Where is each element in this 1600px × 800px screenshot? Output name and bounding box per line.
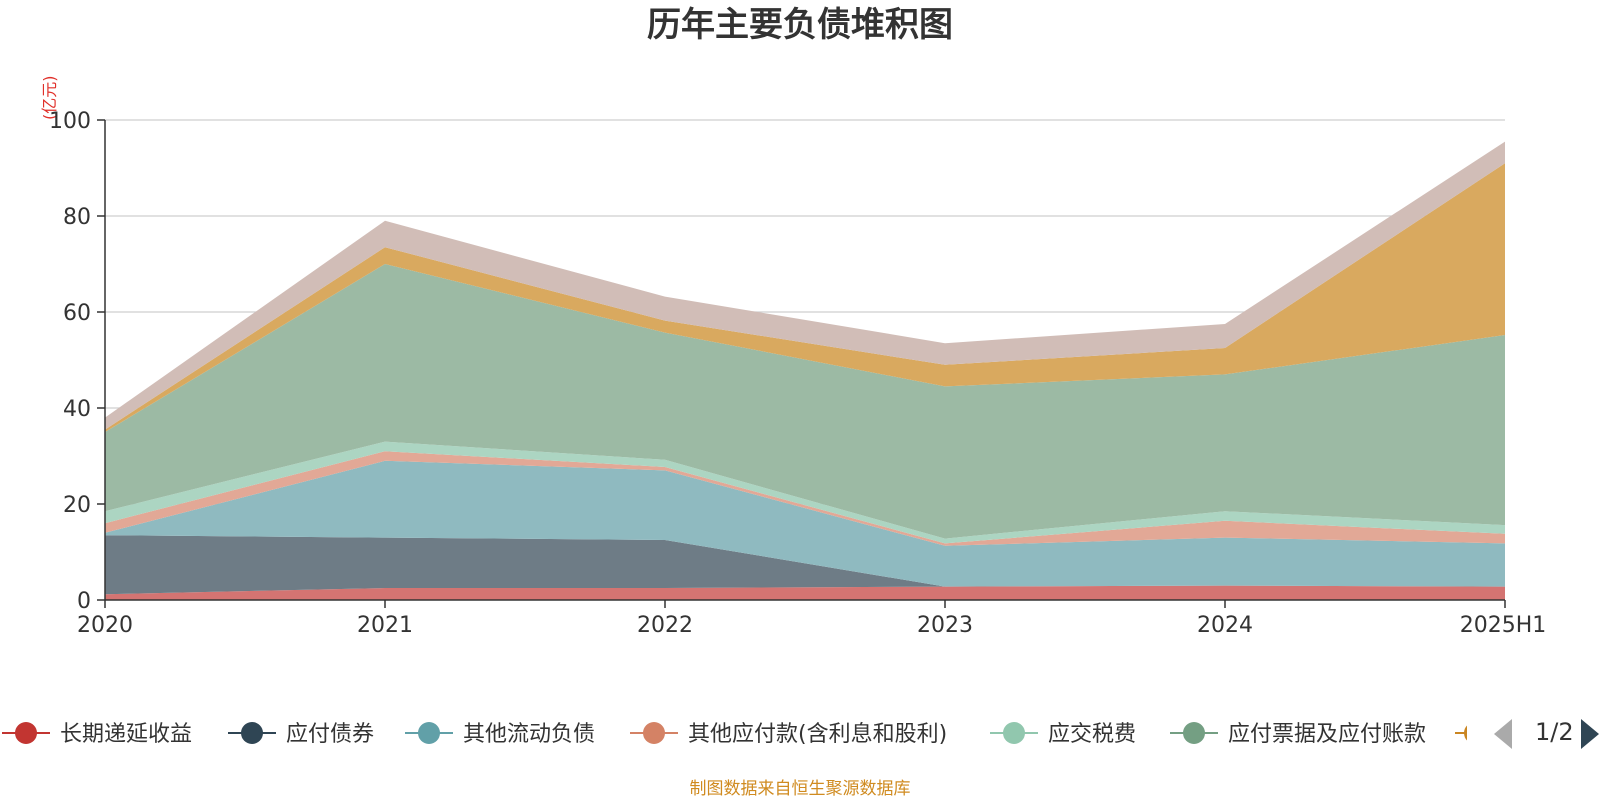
y-tick-label: 80	[63, 205, 91, 230]
y-tick-label: 20	[63, 493, 91, 518]
legend-prev-page-icon[interactable]	[1494, 719, 1512, 749]
legend-item-1[interactable]: 应付债券	[228, 722, 374, 747]
area-series-5[interactable]	[105, 264, 1505, 539]
legend-label: 应付票据及应付账款	[1228, 722, 1426, 747]
x-tick-label: 2025H1	[1460, 613, 1547, 638]
legend-marker-icon	[1464, 725, 1467, 741]
legend-item-overflow	[1455, 725, 1467, 741]
x-tick-label: 2020	[77, 613, 133, 638]
legend-label: 其他应付款(含利息和股利)	[688, 722, 947, 747]
x-tick-label: 2024	[1197, 613, 1253, 638]
legend-label: 应付债券	[286, 722, 374, 747]
legend-marker-icon	[643, 722, 665, 744]
legend-marker-icon	[241, 722, 263, 744]
legend-marker-icon	[1003, 722, 1025, 744]
legend: 长期递延收益 应付债券 其他流动负债 其他应付款(含利息和股利) 应交税费 应付票据及应付…	[2, 719, 1599, 749]
legend-marker-icon	[1183, 722, 1205, 744]
y-tick-label: 40	[63, 397, 91, 422]
chart-title: 历年主要负债堆积图	[647, 5, 953, 45]
area-series-0[interactable]	[105, 585, 1505, 600]
x-tick-label: 2021	[357, 613, 413, 638]
area-series-3[interactable]	[105, 451, 1505, 546]
y-tick-label: 100	[49, 109, 91, 134]
data-source-note: 制图数据来自恒生聚源数据库	[689, 779, 911, 799]
legend-item-2[interactable]: 其他流动负债	[405, 722, 595, 747]
legend-item-5[interactable]: 应付票据及应付账款	[1170, 722, 1426, 747]
legend-marker-icon	[418, 722, 440, 744]
axes: 0 20 40 60 80 100 2020 2021 2022 2023 2024 2025H1	[49, 109, 1546, 638]
y-tick-label: 60	[63, 301, 91, 326]
legend-page-indicator: 1/2	[1535, 718, 1574, 746]
area-series-2[interactable]	[105, 460, 1505, 587]
legend-label: 长期递延收益	[60, 722, 192, 747]
y-tick-label: 0	[77, 589, 91, 614]
legend-label: 其他流动负债	[463, 722, 595, 747]
area-series-1[interactable]	[105, 535, 1505, 595]
legend-marker-icon	[15, 722, 37, 744]
legend-label: 应交税费	[1048, 722, 1136, 747]
area-series-layer	[105, 141, 1505, 600]
x-tick-label: 2023	[917, 613, 973, 638]
legend-item-4[interactable]: 应交税费	[990, 722, 1136, 747]
x-tick-label: 2022	[637, 613, 693, 638]
legend-item-3[interactable]: 其他应付款(含利息和股利)	[630, 722, 947, 747]
legend-item-0[interactable]: 长期递延收益	[2, 722, 192, 747]
legend-next-page-icon[interactable]	[1581, 719, 1599, 749]
area-series-6[interactable]	[105, 163, 1505, 432]
